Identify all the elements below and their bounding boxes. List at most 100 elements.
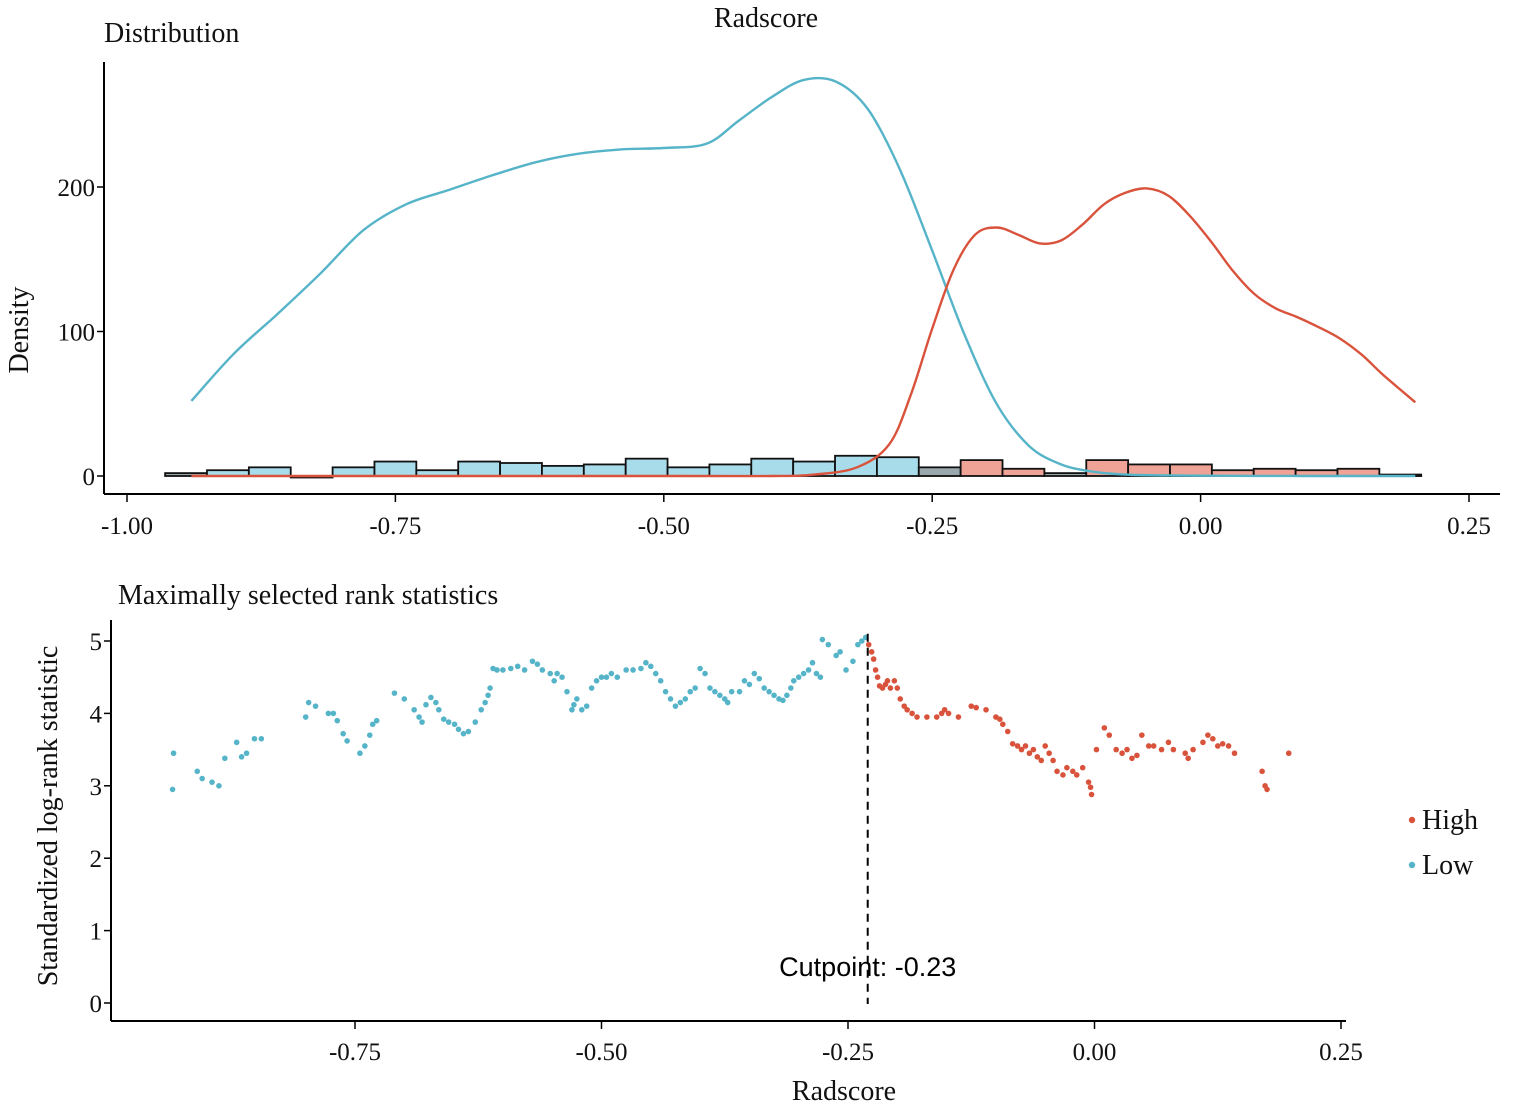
point-high-1 xyxy=(868,649,875,655)
point-low-53 xyxy=(539,667,546,673)
point-low-72 xyxy=(638,665,644,672)
point-high-14 xyxy=(904,706,910,713)
point-low-3 xyxy=(199,775,205,782)
point-low-47 xyxy=(500,667,506,673)
point-low-37 xyxy=(455,726,462,733)
point-low-110 xyxy=(817,674,824,680)
point-low-22 xyxy=(366,732,373,738)
x-ticks-bottom: -0.75 -0.50 -0.25 0.00 0.25 xyxy=(329,1021,1363,1066)
y-tick-label-200: 200 xyxy=(58,175,96,202)
histogram-bar-7 xyxy=(457,460,501,477)
point-low-112 xyxy=(825,641,832,648)
cutpoint-label: Cutpoint: -0.23 xyxy=(779,952,956,982)
point-high-44 xyxy=(1070,768,1076,775)
point-low-28 xyxy=(416,714,422,720)
point-low-19 xyxy=(344,738,350,744)
density-curve-low xyxy=(190,76,1416,478)
point-low-10 xyxy=(251,735,258,742)
point-low-85 xyxy=(702,670,708,677)
y-ticks: 0 100 200 xyxy=(58,175,104,491)
point-low-113 xyxy=(833,652,839,659)
histogram-bar-21 xyxy=(1043,472,1088,477)
point-high-47 xyxy=(1085,779,1092,785)
point-low-17 xyxy=(334,717,341,724)
histogram-bar-14 xyxy=(750,457,795,477)
bottom-y-tick-label-2: 2 xyxy=(90,846,103,873)
point-low-95 xyxy=(751,670,758,677)
bottom-x-tick-label-2: -0.25 xyxy=(822,1039,874,1066)
point-low-107 xyxy=(805,667,812,673)
point-low-86 xyxy=(707,685,713,691)
point-high-30 xyxy=(1009,741,1016,747)
point-high-22 xyxy=(955,714,962,720)
point-low-40 xyxy=(472,719,479,725)
point-low-65 xyxy=(593,678,600,684)
point-low-73 xyxy=(643,659,649,666)
point-low-71 xyxy=(630,667,636,673)
point-low-12 xyxy=(302,714,309,720)
point-low-56 xyxy=(554,670,560,677)
point-low-52 xyxy=(534,661,541,667)
y-tick-label-0: 0 xyxy=(83,464,96,491)
point-high-70 xyxy=(1214,743,1221,749)
x-tick-label-3: -0.25 xyxy=(906,513,958,540)
point-low-87 xyxy=(712,688,718,695)
point-high-31 xyxy=(1014,743,1021,749)
point-high-76 xyxy=(1264,786,1270,793)
bottom-y-tick-label-0: 0 xyxy=(90,991,103,1018)
point-high-4 xyxy=(874,674,881,680)
point-low-21 xyxy=(362,743,368,749)
legend-key-high xyxy=(1408,816,1416,824)
y-ticks-bottom: 0 1 2 3 4 5 xyxy=(90,629,111,1018)
point-low-49 xyxy=(514,663,521,670)
point-high-68 xyxy=(1205,732,1211,738)
point-high-54 xyxy=(1119,750,1125,757)
scatter-points xyxy=(169,634,1292,798)
histogram-bar-24 xyxy=(1169,463,1213,477)
point-high-49 xyxy=(1088,791,1095,798)
point-high-39 xyxy=(1046,750,1052,757)
histogram-bar-11 xyxy=(624,457,669,477)
x-tick-label-5: 0.25 xyxy=(1447,513,1491,540)
rank-statistics-panel: Maximally selected rank statistics Stand… xyxy=(33,580,1478,1107)
point-low-90 xyxy=(724,699,731,706)
point-high-73 xyxy=(1231,750,1238,757)
point-low-24 xyxy=(373,717,380,724)
point-low-97 xyxy=(761,685,767,691)
point-low-109 xyxy=(813,670,820,677)
bottom-y-tick-label-3: 3 xyxy=(90,774,103,801)
point-high-45 xyxy=(1073,772,1080,778)
point-low-70 xyxy=(623,667,629,673)
density-curve-high xyxy=(191,187,1417,478)
point-low-117 xyxy=(855,641,861,648)
chart-title: Radscore xyxy=(714,3,818,34)
point-low-66 xyxy=(598,674,605,680)
point-low-104 xyxy=(790,678,797,684)
point-low-69 xyxy=(614,674,621,680)
bottom-y-tick-label-4: 4 xyxy=(90,701,103,728)
point-low-116 xyxy=(850,658,856,665)
point-high-20 xyxy=(941,706,948,713)
point-high-33 xyxy=(1022,743,1029,749)
point-high-74 xyxy=(1259,768,1265,775)
point-low-46 xyxy=(494,667,500,673)
point-high-69 xyxy=(1210,735,1216,742)
point-high-59 xyxy=(1145,743,1152,749)
panel-title-rank-statistics: Maximally selected rank statistics xyxy=(118,580,498,611)
histogram-bar-16 xyxy=(834,454,878,477)
point-high-56 xyxy=(1129,755,1135,762)
point-low-111 xyxy=(819,636,826,643)
point-low-88 xyxy=(717,692,723,699)
point-low-68 xyxy=(608,670,615,677)
point-low-114 xyxy=(837,649,843,655)
point-high-32 xyxy=(1018,746,1025,753)
point-high-77 xyxy=(1285,750,1292,757)
point-low-93 xyxy=(741,678,748,684)
point-high-48 xyxy=(1087,784,1094,791)
x-axis-title-radscore: Radscore xyxy=(792,1076,896,1107)
point-low-80 xyxy=(677,699,684,706)
point-low-102 xyxy=(784,692,790,699)
bottom-y-tick-label-1: 1 xyxy=(90,919,103,946)
point-high-27 xyxy=(997,716,1003,722)
point-low-79 xyxy=(672,703,679,709)
